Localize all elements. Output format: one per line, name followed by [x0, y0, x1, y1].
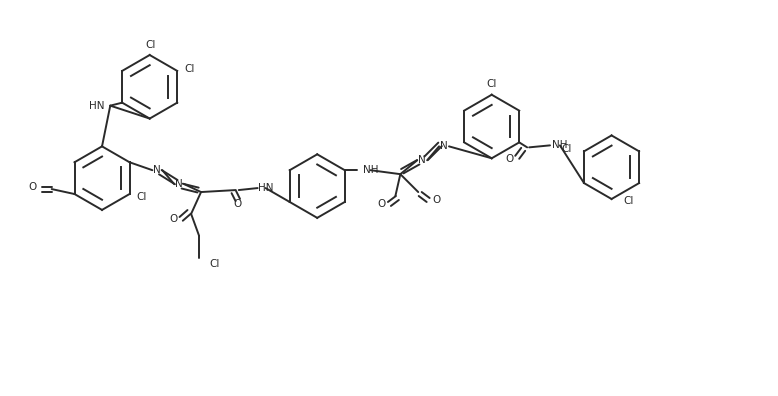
Text: Cl: Cl [145, 40, 156, 50]
Text: Cl: Cl [184, 64, 194, 74]
Text: O: O [29, 182, 37, 192]
Text: Cl: Cl [623, 196, 634, 206]
Text: O: O [169, 214, 177, 224]
Text: N: N [153, 165, 161, 175]
Text: Cl: Cl [562, 145, 572, 154]
Text: NH: NH [552, 140, 567, 150]
Text: N: N [419, 155, 426, 165]
Text: O: O [233, 199, 242, 209]
Text: O: O [377, 199, 385, 209]
Text: O: O [505, 154, 513, 164]
Text: HN: HN [89, 101, 104, 110]
Text: NH: NH [363, 165, 378, 175]
Text: HN: HN [258, 183, 273, 193]
Text: N: N [440, 141, 448, 151]
Text: Cl: Cl [136, 192, 146, 202]
Text: Cl: Cl [209, 259, 219, 268]
Text: Cl: Cl [486, 79, 497, 89]
Text: N: N [175, 179, 183, 189]
Text: O: O [432, 195, 440, 205]
